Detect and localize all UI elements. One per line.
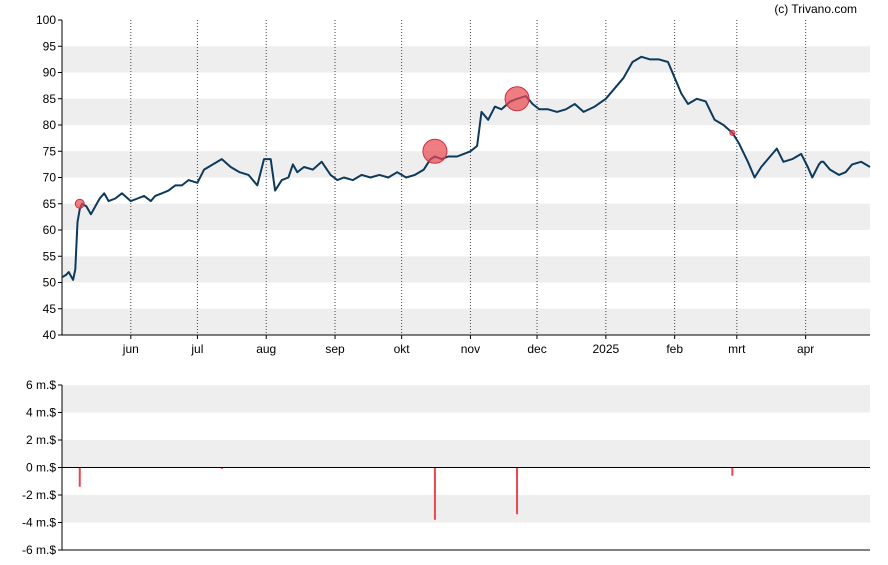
grid-band [62, 522, 870, 550]
trade-marker [422, 138, 448, 164]
grid-band [62, 230, 870, 257]
grid-band [62, 467, 870, 495]
trade-bar [516, 467, 519, 515]
trade-bar [220, 467, 223, 469]
x-tick-label: aug [256, 342, 276, 356]
x-tick-label: dec [527, 342, 546, 356]
y-tick-label: 0 m.$ [26, 461, 56, 475]
trade-marker [74, 198, 85, 209]
grid-band [62, 440, 870, 468]
chart-credit: (c) Trivano.com [774, 2, 857, 16]
y-tick-label: 95 [43, 39, 57, 53]
trade-marker [729, 129, 736, 136]
insider-trade-bar-chart: 6 m.$ 4 m.$ 2 m.$ 0 m.$ -2 m.$ -4 m.$ -6 m.$ [22, 378, 870, 557]
grid-band [62, 282, 870, 309]
x-tick-label: apr [797, 342, 814, 356]
y-tick-label: 2 m.$ [26, 433, 56, 447]
x-tick-label: feb [666, 342, 683, 356]
grid-band [62, 308, 870, 335]
y-tick-label: 50 [43, 276, 57, 290]
x-tick-label: sep [325, 342, 345, 356]
x-tick-label: 2025 [592, 342, 619, 356]
trade-bar [731, 467, 734, 476]
grid-band [62, 125, 870, 152]
y-tick-label: -4 m.$ [22, 516, 56, 530]
x-tick-label: mrt [728, 342, 746, 356]
x-tick-label: okt [394, 342, 411, 356]
y-tick-label: 55 [43, 249, 57, 263]
y-tick-label: 6 m.$ [26, 378, 56, 392]
y-tick-label: 70 [43, 171, 57, 185]
grid-band [62, 385, 870, 413]
trade-bar [433, 467, 436, 520]
trade-marker [504, 86, 530, 112]
x-tick-label: jul [190, 342, 203, 356]
y-tick-label: 85 [43, 92, 57, 106]
grid-band [62, 495, 870, 523]
y-tick-label: 100 [36, 13, 56, 27]
y-tick-label: 90 [43, 66, 57, 80]
grid-band [62, 20, 870, 47]
grid-band [62, 256, 870, 283]
y-tick-label: 60 [43, 223, 57, 237]
y-tick-label: 45 [43, 302, 57, 316]
grid-band [62, 412, 870, 440]
grid-band [62, 151, 870, 178]
y-tick-label: 75 [43, 144, 57, 158]
grid-band [62, 98, 870, 125]
x-tick-label: jun [122, 342, 139, 356]
grid-band [62, 177, 870, 204]
grid-band [62, 46, 870, 73]
price-line-chart: jun jul aug sep okt nov dec 2025 feb mrt apr 100 95 9… [36, 13, 871, 356]
grid-band [62, 72, 870, 99]
trade-bar [78, 467, 81, 487]
y-tick-label: 80 [43, 118, 57, 132]
grid-band [62, 203, 870, 230]
y-tick-label: -2 m.$ [22, 488, 56, 502]
x-tick-label: nov [461, 342, 480, 356]
y-tick-label: -6 m.$ [22, 543, 56, 557]
y-tick-label: 4 m.$ [26, 406, 56, 420]
y-tick-label: 40 [43, 328, 57, 342]
y-tick-label: 65 [43, 197, 57, 211]
